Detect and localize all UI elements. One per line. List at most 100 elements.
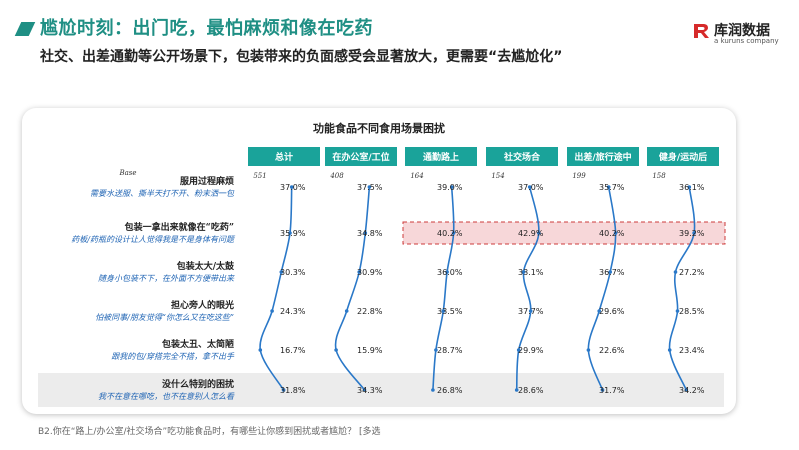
series-line-3 [432, 186, 455, 391]
footnote: B2.你在“路上/办公室/社交场合”吃功能食品时，有哪些让你感到困扰或者尴尬？ … [38, 427, 381, 437]
data-label: 22.8% [357, 307, 383, 316]
data-label: 28.5% [679, 307, 705, 316]
data-point [362, 388, 367, 392]
row-sublabel: 药板/药瓶的设计让人觉得我是不是身体有问题 [71, 235, 236, 244]
row-label: 包装一拿出来就像在“吃药” [124, 221, 234, 233]
data-label: 16.7% [280, 346, 306, 355]
data-label: 28.6% [518, 386, 544, 395]
column-header: 在办公室/工位 [332, 151, 389, 163]
series-line-6 [668, 186, 696, 391]
column-header-bg [325, 147, 397, 166]
data-label: 23.4% [679, 346, 705, 355]
row-sublabel: 随身小包装不下，在外面不方便带出来 [98, 274, 235, 283]
data-label: 33.5% [437, 307, 463, 316]
data-point [445, 270, 449, 274]
brand-logo-icon [694, 24, 709, 38]
data-point [434, 348, 438, 352]
data-label: 37.0% [280, 183, 306, 192]
data-label: 34.3% [357, 386, 383, 395]
data-point [692, 231, 696, 235]
data-point [606, 185, 611, 189]
data-point [673, 270, 678, 274]
data-label: 36.7% [599, 268, 625, 277]
column-header: 出差/旅行途中 [574, 151, 631, 163]
data-point [597, 309, 601, 313]
data-label: 37.5% [357, 183, 383, 192]
shaded-row-background [38, 373, 724, 407]
column-header: 总计 [275, 151, 293, 163]
data-label: 35.7% [599, 183, 625, 192]
data-label: 33.1% [518, 268, 544, 277]
data-point [528, 309, 533, 313]
data-point [613, 231, 618, 235]
data-point [608, 270, 612, 274]
data-label: 27.2% [679, 268, 705, 277]
brand-name: 库润数据 [714, 23, 770, 39]
row-sublabel: 需要水送服、撕半天打不开、粉末洒一包 [90, 189, 235, 198]
row-sublabel: 我不在意在哪吃，也不在意别人怎么看 [98, 392, 235, 401]
data-label: 34.8% [357, 229, 383, 238]
brand-tagline: a kuruns company [714, 37, 779, 45]
page-subtitle: 社交、出差通勤等公开场景下，包装带来的负面感受会显著放大，更需要“去尴尬化” [40, 49, 563, 65]
page-title: 尴尬时刻：出门吃，最怕麻烦和像在吃药 [40, 18, 373, 39]
data-point [687, 185, 692, 189]
data-label: 34.2% [679, 386, 705, 395]
base-label: Base [118, 169, 136, 177]
data-point [357, 270, 362, 274]
data-point [514, 388, 519, 392]
row-sublabel: 跟我的包/穿搭完全不搭，拿不出手 [111, 352, 235, 361]
data-point [288, 231, 292, 235]
data-label: 40.2% [599, 229, 625, 238]
data-point [516, 348, 521, 352]
data-point [586, 348, 591, 352]
data-point [367, 185, 372, 189]
data-point [281, 388, 286, 392]
column-header: 社交场合 [503, 151, 541, 163]
row-label: 没什么特别的困扰 [162, 378, 234, 390]
data-label: 29.6% [599, 307, 625, 316]
data-point [537, 231, 541, 235]
column-header: 通勤路上 [423, 151, 459, 163]
column-base: 154 [491, 172, 504, 180]
data-label: 40.2% [437, 229, 463, 238]
data-point [451, 231, 456, 235]
data-label: 24.3% [280, 307, 306, 316]
data-label: 36.0% [437, 268, 463, 277]
data-label: 30.3% [280, 268, 306, 277]
row-label: 包装太丑、太简陋 [161, 338, 234, 350]
column-base: 164 [410, 172, 423, 180]
data-point [289, 185, 294, 189]
data-point [334, 348, 338, 352]
data-point [600, 388, 605, 392]
data-label: 31.7% [599, 386, 625, 395]
data-point [441, 309, 446, 313]
data-label: 42.9% [518, 229, 544, 238]
column-base: 199 [572, 172, 586, 180]
column-header-bg [647, 147, 719, 166]
data-point [527, 185, 532, 189]
row-sublabel: 怕被同事/朋友觉得“你怎么又在吃这些” [95, 313, 234, 322]
data-label: 35.9% [280, 229, 306, 238]
column-header-bg [567, 147, 639, 166]
data-point [363, 231, 368, 235]
data-point [431, 388, 435, 392]
data-label: 31.8% [280, 386, 306, 395]
column-base: 408 [329, 172, 344, 180]
data-point [344, 309, 349, 313]
data-label: 30.9% [357, 268, 383, 277]
data-point [258, 348, 263, 352]
data-label: 37.7% [518, 307, 544, 316]
column-base: 158 [652, 172, 666, 180]
data-point [667, 348, 672, 352]
column-header-bg [486, 147, 558, 166]
column-header: 健身/运动后 [659, 151, 707, 163]
row-label: 服用过程麻烦 [180, 175, 234, 187]
chart-title: 功能食品不同食用场景困扰 [313, 121, 445, 135]
data-label: 36.1% [679, 183, 705, 192]
data-label: 15.9% [357, 346, 383, 355]
column-header-bg [248, 147, 320, 166]
data-label: 29.9% [518, 346, 544, 355]
series-line-2 [334, 186, 371, 391]
series-line-1 [259, 186, 293, 391]
